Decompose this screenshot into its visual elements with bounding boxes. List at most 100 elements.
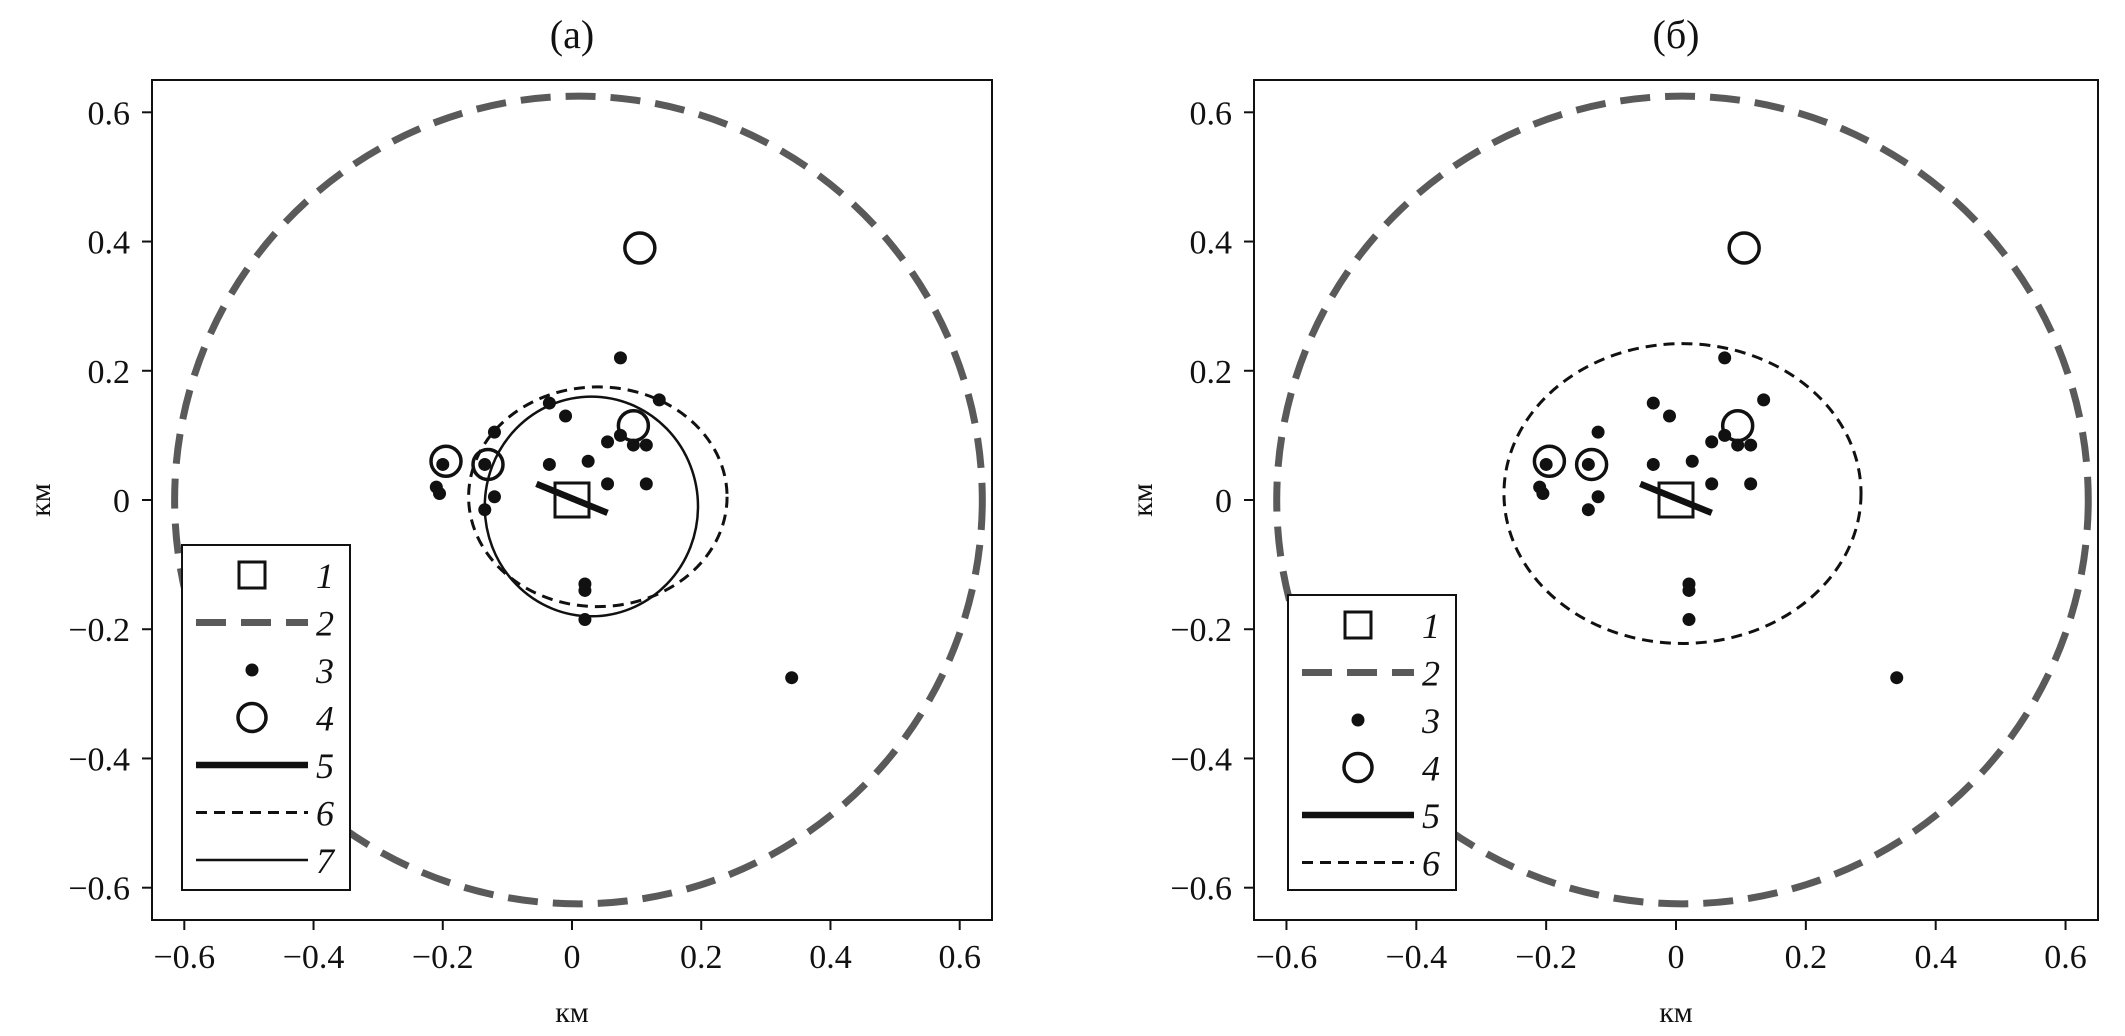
- panel-a-x-axis-label: км: [555, 996, 589, 1029]
- legend-label: 3: [315, 651, 334, 691]
- panel-b-open-circle-marker: [1720, 408, 1755, 443]
- panel-a-thick-segment: [535, 480, 609, 516]
- panel-a-event-dot: [578, 583, 592, 597]
- panel-a-legend-item-4: 4: [236, 699, 334, 739]
- panel-b-legend: 1 2 3 4 5 6: [1287, 594, 1457, 891]
- panel-a-y-tick-label: 0: [113, 483, 130, 520]
- panel-b-ellipse-6: [1502, 342, 1863, 645]
- panel-a-event-dot: [559, 409, 573, 423]
- panel-b-y-tick-label: −0.4: [1170, 741, 1232, 778]
- panel-b-y-axis-label: км: [1126, 483, 1159, 517]
- panel-a-event-dot: [433, 487, 447, 501]
- panel-a-legend-item-3: 3: [245, 651, 334, 691]
- panel-b-event-dot: [1744, 438, 1758, 452]
- panel-b-y-tick-label: −0.2: [1170, 612, 1232, 649]
- panel-b-x-tick-label: 0.4: [1914, 939, 1957, 976]
- panel-b-event-dot: [1682, 583, 1696, 597]
- panel-a-event-dot: [487, 490, 501, 504]
- legend-label: 5: [316, 746, 334, 786]
- panel-a-event-dot: [601, 435, 615, 449]
- panel-b-x-tick-label: −0.2: [1515, 939, 1577, 976]
- panel-a-ellipse-2: [171, 92, 986, 908]
- panel-b-event-dot: [1705, 435, 1719, 449]
- panel-b-thick-segment: [1639, 480, 1713, 516]
- legend-label: 2: [316, 604, 334, 644]
- panel-a-open-circle-marker: [471, 447, 505, 482]
- panel-b-event-dot: [1646, 457, 1660, 471]
- panel-a-y-tick-label: −0.6: [68, 871, 130, 908]
- panel-b-event-dot: [1536, 487, 1550, 501]
- panel-b-event-dot: [1682, 613, 1696, 627]
- panel-a-event-dot: [785, 671, 799, 685]
- panel-b-x-axis-label: км: [1659, 996, 1693, 1029]
- panel-a-event-dot: [487, 425, 501, 439]
- panel-b-event-dot: [1718, 351, 1732, 365]
- legend-circle-symbol: [1342, 751, 1374, 784]
- panel-a-y-axis-label: км: [24, 483, 57, 517]
- panel-a-legend: 1 2 3 4 5 6 7: [181, 544, 351, 891]
- legend-square-symbol: [1343, 610, 1373, 640]
- panel-b-y-tick-label: 0.6: [1190, 95, 1233, 132]
- panel-b: (б) км км −0.6 −0.4 −0.2 0 0.2 0.4 0.6 −0.6 −0.4…: [1126, 12, 2099, 1029]
- panel-b-x-tick-label: −0.4: [1385, 939, 1447, 976]
- panel-b-y-tick-label: 0: [1215, 483, 1232, 520]
- panel-a-y-tick-label: −0.4: [68, 741, 130, 778]
- panel-b-legend-item-5: 5: [1302, 796, 1440, 836]
- panel-a-open-circle-marker: [623, 231, 657, 265]
- legend-circle-symbol: [236, 701, 268, 734]
- panel-a-legend-item-6: 6: [196, 794, 334, 834]
- panel-b-legend-item-3: 3: [1351, 701, 1440, 741]
- panel-a-y-tick-label: 0.4: [88, 225, 131, 262]
- panel-b-legend-item-1: 1: [1343, 606, 1440, 646]
- panel-b-event-dot: [1757, 393, 1771, 407]
- legend-square-symbol: [237, 560, 267, 590]
- panel-a-legend-item-7: 7: [196, 841, 336, 881]
- panel-b-legend-item-6: 6: [1302, 844, 1440, 884]
- panel-b-ellipse-2: [1273, 92, 2092, 908]
- panel-b-event-dot: [1705, 477, 1719, 491]
- panel-b-event-dot: [1744, 477, 1758, 491]
- panel-b-y-tick-label: −0.6: [1170, 871, 1232, 908]
- panel-b-event-dot: [1581, 457, 1595, 471]
- legend-label: 4: [1422, 749, 1440, 789]
- panel-a-legend-item-2: 2: [196, 604, 334, 644]
- legend-label: 6: [316, 794, 334, 834]
- panel-a-legend-item-1: 1: [237, 556, 334, 596]
- panel-a-legend-item-5: 5: [196, 746, 334, 786]
- panel-a-event-dot: [436, 457, 450, 471]
- panel-a-event-dot: [478, 457, 492, 471]
- legend-label: 1: [1422, 606, 1440, 646]
- panel-a-event-dot: [639, 438, 653, 452]
- panel-b-event-dot: [1591, 425, 1605, 439]
- panel-a-event-dot: [542, 396, 556, 410]
- panel-a-x-tick-label: 0: [564, 939, 581, 976]
- legend-dot-symbol: [1351, 713, 1365, 727]
- panel-a-event-dot: [542, 457, 556, 471]
- legend-label: 2: [1422, 654, 1440, 694]
- panel-b-event-dot: [1539, 457, 1553, 471]
- panel-b-y-tick-label: 0.2: [1190, 354, 1233, 391]
- panel-b-event-dot: [1890, 671, 1904, 685]
- panel-a-ellipse-6: [467, 385, 729, 609]
- panel-b-event-dot: [1685, 454, 1699, 468]
- panel-b-square-marker: [1657, 481, 1695, 519]
- panel-a-y-tick-label: 0.6: [88, 95, 131, 132]
- panel-a-event-dot: [578, 613, 592, 627]
- panel-a-x-tick-label: −0.4: [283, 939, 345, 976]
- legend-label: 3: [1421, 701, 1440, 741]
- panel-b-open-circle-marker: [1727, 231, 1761, 265]
- panel-a-event-dot: [639, 477, 653, 491]
- panel-b-y-tick-label: 0.4: [1190, 225, 1233, 262]
- panel-b-title: (б): [1653, 12, 1700, 57]
- legend-label: 4: [316, 699, 334, 739]
- panel-a-open-circle-marker: [429, 444, 463, 478]
- panel-a-x-tick-label: −0.2: [412, 939, 474, 976]
- panel-a-event-dot: [652, 393, 666, 407]
- panel-b-open-circle-marker: [1532, 444, 1567, 478]
- panel-b-legend-box: [1287, 594, 1457, 891]
- panel-a-event-dot: [581, 454, 595, 468]
- panel-b-event-dot: [1646, 396, 1660, 410]
- panel-a-x-tick-label: −0.6: [153, 939, 215, 976]
- panel-a-open-circle-marker: [616, 408, 651, 443]
- legend-label: 7: [316, 841, 336, 881]
